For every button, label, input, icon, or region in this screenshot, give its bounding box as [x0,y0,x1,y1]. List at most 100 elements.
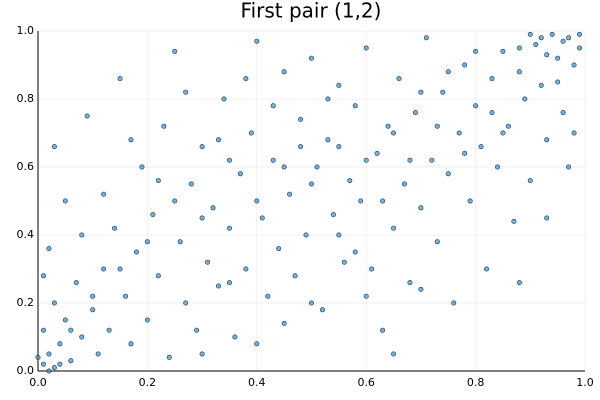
point [243,76,249,82]
point [79,334,85,340]
x-tick-label: 0.2 [139,376,157,389]
point [51,365,57,371]
point [194,327,200,333]
point [150,212,156,218]
point [456,130,462,136]
point [489,76,495,82]
point [391,225,397,231]
point [155,273,161,279]
point [276,246,282,252]
point [287,191,293,197]
point [341,259,347,265]
point [183,89,189,95]
point [161,123,167,129]
point [139,164,145,170]
point [270,103,276,109]
point [500,48,506,54]
point [265,293,271,299]
point [401,181,407,187]
point [385,123,391,129]
point [549,31,555,37]
point [412,110,418,116]
point [259,215,265,221]
point [40,327,46,333]
point [68,327,74,333]
point [172,198,178,204]
point [117,266,123,272]
point [380,198,386,204]
point [117,76,123,82]
point [330,212,336,218]
point [101,191,107,197]
x-tick-label: 0.6 [357,376,375,389]
point [325,137,331,143]
point [494,164,500,170]
point [254,341,260,347]
point [516,69,522,75]
point [248,130,254,136]
point [336,232,342,238]
point [183,300,189,306]
point [57,341,63,347]
point [533,42,539,48]
point [226,280,232,286]
point [544,215,550,221]
point [358,198,364,204]
point [210,205,216,211]
point [500,130,506,136]
point [538,82,544,88]
point [112,225,118,231]
point [566,164,572,170]
point [101,266,107,272]
point [144,317,150,323]
point [51,144,57,150]
point [73,280,79,286]
point [336,82,342,88]
point [79,232,85,238]
point [281,69,287,75]
point [281,164,287,170]
point [347,178,353,184]
point [484,266,490,272]
point [133,249,139,255]
point [374,150,380,156]
point [423,35,429,41]
point [516,45,522,51]
point [473,103,479,109]
y-tick-label: 0.6 [17,160,35,173]
point [226,225,232,231]
point [172,48,178,54]
point [505,123,511,129]
point [298,144,304,150]
point [90,293,96,299]
point [522,96,528,102]
point [451,300,457,306]
point [46,246,52,252]
point [363,45,369,51]
point [177,239,183,245]
point [232,334,238,340]
point [84,113,90,119]
point [314,164,320,170]
y-tick-label: 0.8 [17,92,35,105]
y-tick-label: 1.0 [17,24,35,37]
point [144,239,150,245]
point [473,48,479,54]
point [434,239,440,245]
point [489,110,495,116]
point [226,157,232,163]
point [445,171,451,177]
x-tick-label: 0.4 [248,376,266,389]
point [538,35,544,41]
point [555,79,561,85]
point [391,351,397,357]
point [68,358,74,364]
point [281,320,287,326]
point [418,89,424,95]
point [560,38,566,44]
point [566,35,572,41]
point [396,76,402,82]
point [527,178,533,184]
point [511,218,517,224]
